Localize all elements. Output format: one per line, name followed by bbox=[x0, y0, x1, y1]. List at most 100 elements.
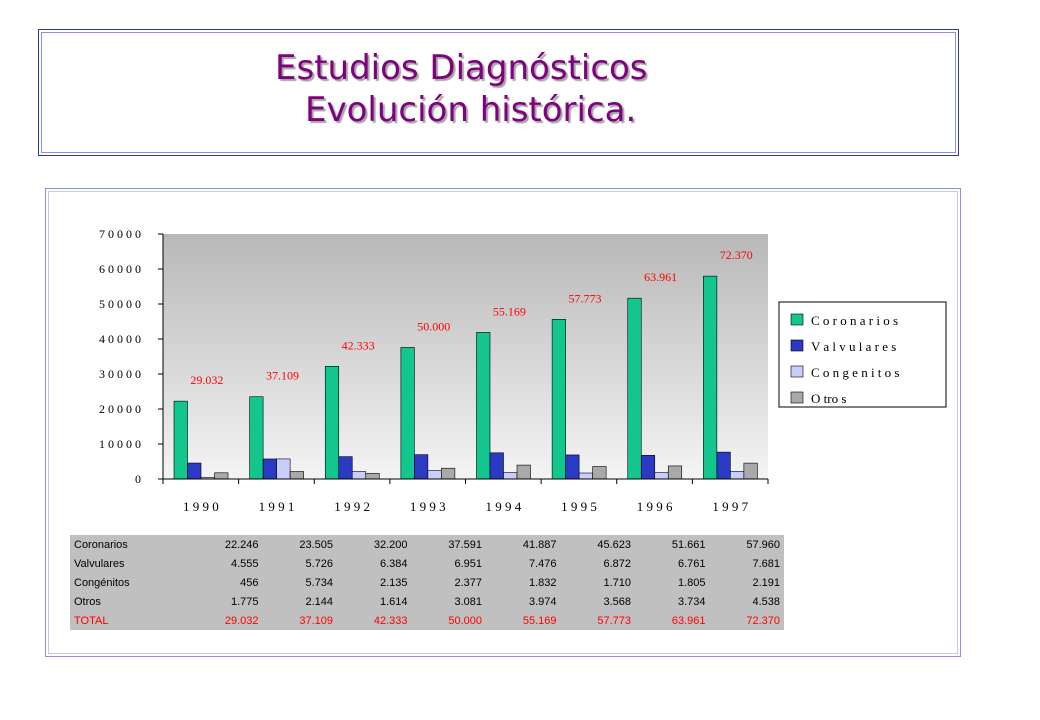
table-cell: 3.568 bbox=[603, 595, 631, 608]
row-label: Valvulares bbox=[74, 557, 125, 570]
bar bbox=[365, 473, 380, 480]
legend-label: V a l v u l a r e s bbox=[811, 339, 896, 354]
legend-label: O tro s bbox=[811, 391, 846, 406]
row-label: Otros bbox=[74, 595, 101, 608]
total-data-label: 55.169 bbox=[493, 304, 526, 318]
bar bbox=[503, 472, 518, 480]
bar bbox=[627, 297, 642, 480]
bar bbox=[716, 451, 731, 480]
bar bbox=[640, 455, 656, 480]
total-data-label: 72.370 bbox=[720, 248, 753, 262]
page-title: Estudios Diagnósticos bbox=[275, 48, 648, 88]
table-cell: 23.505 bbox=[299, 538, 333, 551]
table-cell: 3.974 bbox=[528, 595, 557, 608]
bar bbox=[324, 365, 340, 480]
bar bbox=[592, 466, 607, 480]
legend-label: C o n g e n i t o s bbox=[811, 365, 899, 380]
bar bbox=[516, 464, 531, 480]
table-row: Valvulares 4.555 5.726 6.384 6.951 7.476 6.872… bbox=[70, 554, 784, 573]
title-box bbox=[38, 29, 959, 156]
legend-label: C o r o n a r i o s bbox=[811, 313, 898, 328]
table-cell: 2.377 bbox=[454, 576, 482, 589]
table-cell: 29.032 bbox=[224, 614, 259, 627]
bar bbox=[743, 462, 758, 480]
table-cell: 4.538 bbox=[752, 595, 780, 608]
total-data-label: 50.000 bbox=[417, 319, 450, 333]
y-tick-label: 3 0 0 0 0 bbox=[99, 367, 141, 381]
y-tick-label: 1 0 0 0 0 bbox=[99, 437, 141, 451]
table-cell: 55.169 bbox=[522, 614, 557, 627]
table-cell: 2.191 bbox=[752, 576, 780, 589]
table-cell: 72.370 bbox=[746, 614, 780, 627]
table-cell: 32.200 bbox=[373, 538, 408, 551]
x-tick-label: 1 9 9 1 bbox=[259, 499, 295, 514]
bar bbox=[249, 396, 264, 480]
table-cell: 41.887 bbox=[522, 538, 557, 551]
total-data-label: 29.032 bbox=[190, 373, 223, 387]
legend-box bbox=[778, 301, 947, 408]
bar bbox=[730, 471, 745, 480]
table-cell: 45.623 bbox=[597, 538, 631, 551]
total-data-label: 63.961 bbox=[644, 270, 677, 284]
chart-panel bbox=[45, 188, 961, 657]
page-subtitle: Evolución histórica. bbox=[305, 90, 637, 130]
y-tick-label: 0 bbox=[135, 472, 141, 486]
table-cell: 5.726 bbox=[305, 557, 333, 570]
table-cell: 7.476 bbox=[528, 557, 557, 570]
y-tick-label: 6 0 0 0 0 bbox=[99, 262, 141, 276]
legend-swatch bbox=[790, 391, 804, 404]
bar bbox=[427, 470, 442, 480]
bar bbox=[289, 471, 304, 480]
y-tick-label: 7 0 0 0 0 bbox=[99, 227, 141, 241]
bar bbox=[476, 332, 491, 480]
x-tick-label: 1 9 9 3 bbox=[410, 499, 446, 514]
table-cell: 3.081 bbox=[454, 595, 482, 608]
bar bbox=[654, 472, 669, 480]
bar bbox=[667, 465, 683, 480]
table-cell: 6.384 bbox=[379, 557, 408, 570]
table-row: Congénitos 456 5.734 2.135 2.377 1.832 1.710 1.… bbox=[70, 573, 784, 592]
bar bbox=[262, 458, 277, 480]
table-cell: 2.144 bbox=[305, 595, 333, 608]
bar bbox=[400, 347, 415, 480]
bar bbox=[578, 472, 593, 480]
table-cell: 50.000 bbox=[448, 614, 482, 627]
row-label: Congénitos bbox=[74, 576, 130, 589]
table-cell: 51.661 bbox=[671, 538, 706, 551]
table-cell: 3.734 bbox=[677, 595, 706, 608]
x-tick-label: 1 9 9 0 bbox=[183, 499, 219, 514]
table-cell: 57.960 bbox=[746, 538, 780, 551]
table-cell: 2.135 bbox=[379, 576, 408, 589]
bar bbox=[441, 467, 456, 480]
bar bbox=[276, 458, 291, 480]
legend-swatch bbox=[790, 339, 804, 352]
table-cell: 1.614 bbox=[379, 595, 408, 608]
plot-area bbox=[163, 234, 768, 479]
x-tick-label: 1 9 9 4 bbox=[485, 499, 521, 514]
row-label: Coronarios bbox=[74, 538, 128, 551]
y-tick-label: 4 0 0 0 0 bbox=[99, 332, 141, 346]
total-data-label: 57.773 bbox=[568, 291, 601, 305]
y-tick-label: 2 0 0 0 0 bbox=[99, 402, 141, 416]
x-tick-label: 1 9 9 7 bbox=[712, 499, 748, 514]
table-row: Coronarios 22.246 23.505 32.200 37.591 41.887… bbox=[70, 535, 784, 554]
x-tick-label: 1 9 9 2 bbox=[334, 499, 370, 514]
table-cell: 37.109 bbox=[299, 614, 333, 627]
table-cell: 7.681 bbox=[752, 557, 780, 570]
table-cell: 1.832 bbox=[528, 576, 557, 589]
bar bbox=[214, 472, 229, 480]
table-cell: 6.872 bbox=[603, 557, 631, 570]
table-cell: 22.246 bbox=[224, 538, 259, 551]
bar bbox=[565, 454, 580, 480]
row-label: TOTAL bbox=[74, 614, 109, 627]
table-cell: 42.333 bbox=[373, 614, 408, 627]
y-tick-label: 5 0 0 0 0 bbox=[99, 297, 141, 311]
data-table: Coronarios 22.246 23.505 32.200 37.591 41.887… bbox=[70, 535, 784, 630]
legend-swatch bbox=[790, 313, 804, 326]
table-cell: 1.805 bbox=[677, 576, 706, 589]
bar bbox=[173, 400, 188, 480]
bar bbox=[551, 319, 566, 480]
table-cell: 1.775 bbox=[230, 595, 259, 608]
table-cell: 5.734 bbox=[305, 576, 333, 589]
table-row: TOTAL 29.032 37.109 42.333 50.000 55.169 57.77… bbox=[70, 611, 784, 630]
